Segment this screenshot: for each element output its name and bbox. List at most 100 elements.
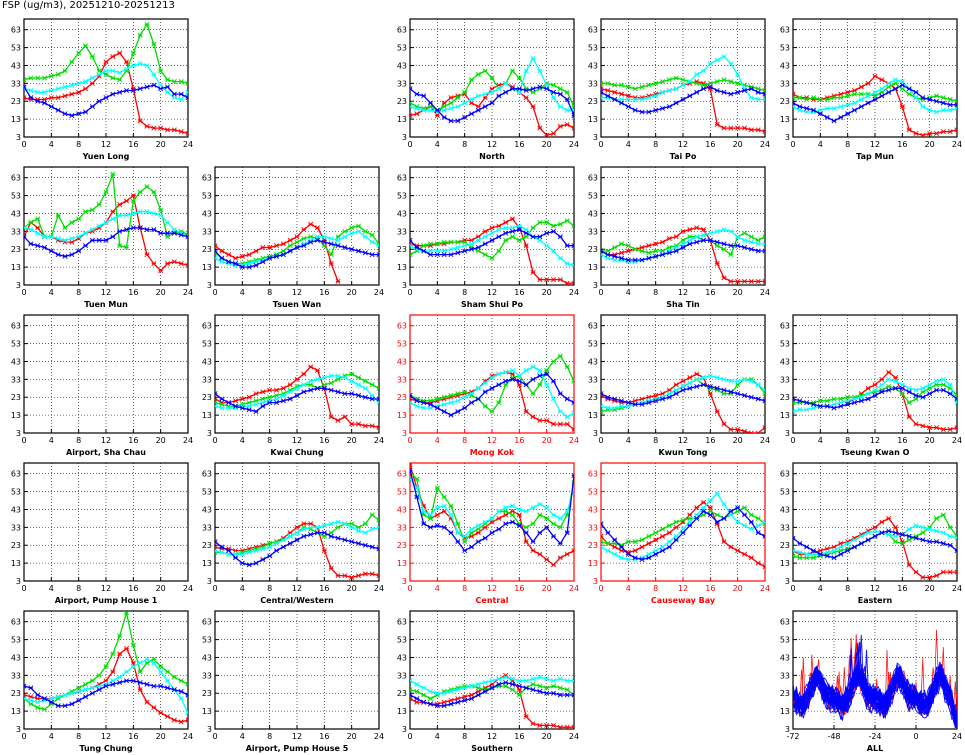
data-point-marker [137, 669, 143, 675]
data-point-marker [707, 84, 713, 90]
data-point-marker [632, 96, 638, 102]
data-point-marker [748, 86, 754, 92]
data-point-marker [164, 685, 171, 691]
data-point-marker [489, 89, 495, 95]
data-point-marker [103, 95, 109, 101]
data-point-marker [564, 687, 570, 693]
data-point-marker [117, 674, 123, 680]
data-point-marker [694, 89, 700, 95]
y-tick-label: 13 [588, 263, 598, 272]
data-point-marker [489, 530, 495, 536]
data-point-marker [455, 104, 461, 110]
data-point-marker [301, 526, 307, 532]
data-point-marker [414, 398, 420, 404]
x-tick-label: 8 [653, 436, 658, 445]
data-point-marker [666, 235, 672, 242]
y-tick-label: 33 [588, 375, 598, 384]
data-point-marker [226, 548, 232, 554]
y-tick-label: 43 [202, 209, 212, 218]
data-point-marker [503, 89, 509, 95]
x-tick-label: 0 [21, 584, 26, 593]
data-point-marker [414, 696, 420, 702]
data-point-marker [48, 87, 54, 94]
station-label: Tseung Kwan O [841, 448, 910, 457]
data-point-marker [612, 257, 618, 263]
data-point-marker [421, 692, 427, 698]
data-point-marker [557, 724, 563, 729]
data-point-marker [441, 239, 447, 245]
y-tick-label: 23 [11, 393, 21, 402]
data-point-marker [82, 86, 89, 92]
data-point-marker [680, 77, 686, 83]
data-point-marker [24, 683, 27, 689]
data-point-marker [625, 93, 631, 99]
data-point-marker [89, 685, 95, 691]
data-point-marker [899, 79, 905, 85]
data-point-marker [530, 687, 536, 693]
data-point-marker [355, 392, 362, 398]
data-point-marker [496, 223, 502, 229]
data-point-marker [335, 573, 341, 579]
data-point-marker [707, 373, 713, 379]
data-point-marker [164, 678, 171, 684]
y-tick-label: 23 [11, 689, 21, 698]
data-point-marker [369, 571, 375, 577]
y-tick-label: 63 [588, 26, 598, 35]
data-point-marker [927, 539, 933, 545]
data-point-marker [646, 533, 652, 539]
data-point-marker [355, 223, 362, 229]
data-point-marker [103, 237, 109, 243]
data-point-marker [62, 84, 68, 90]
data-point-marker [700, 499, 707, 505]
data-point-marker [219, 405, 225, 411]
data-point-marker [523, 234, 529, 240]
data-point-marker [239, 253, 245, 259]
data-point-marker [612, 396, 618, 402]
data-point-marker [680, 241, 686, 247]
data-point-marker [178, 232, 184, 238]
data-point-marker [355, 573, 362, 579]
data-point-marker [410, 463, 413, 468]
data-point-marker [858, 394, 864, 400]
data-point-marker [335, 524, 341, 530]
data-point-marker [523, 68, 529, 74]
data-point-marker [441, 703, 447, 709]
data-point-marker [287, 237, 293, 243]
x-tick-label: 8 [462, 288, 467, 297]
data-point-marker [28, 694, 34, 700]
data-point-marker [947, 533, 953, 539]
series-red [24, 50, 188, 136]
data-point-marker [496, 248, 502, 254]
data-point-marker [735, 234, 741, 240]
data-point-marker [503, 674, 509, 680]
data-point-marker [571, 548, 574, 554]
data-point-marker [612, 253, 618, 259]
data-point-marker [151, 660, 157, 666]
data-point-marker [618, 82, 625, 88]
x-tick-label: 8 [462, 732, 467, 741]
data-point-marker [714, 57, 720, 63]
data-point-marker [831, 544, 837, 550]
data-point-marker [666, 530, 672, 536]
data-point-marker [509, 512, 516, 518]
data-point-marker [571, 262, 574, 268]
data-point-marker [215, 403, 218, 409]
data-point-marker [362, 385, 368, 391]
data-point-marker [632, 401, 638, 407]
x-tick-label: 20 [542, 584, 552, 593]
series-line-blue [215, 532, 379, 566]
data-point-marker [434, 241, 440, 247]
data-point-marker [335, 373, 341, 379]
y-tick-label: 13 [588, 411, 598, 420]
x-tick-label: 8 [267, 732, 272, 741]
data-point-marker [605, 540, 611, 546]
data-point-marker [475, 523, 481, 529]
data-point-marker [41, 96, 48, 102]
data-point-marker [571, 243, 574, 249]
data-point-marker [755, 396, 761, 402]
data-point-marker [151, 71, 157, 77]
data-point-marker [899, 82, 905, 88]
data-point-marker [321, 382, 327, 388]
data-point-marker [144, 184, 150, 190]
y-tick-label: 63 [202, 618, 212, 627]
